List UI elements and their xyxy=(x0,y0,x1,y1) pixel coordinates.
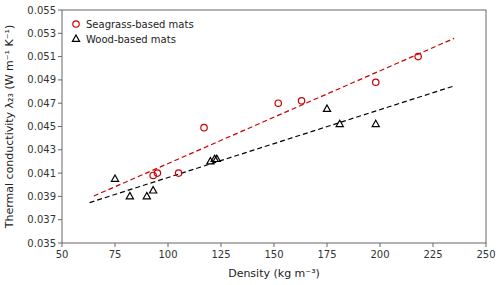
y-tick-label: 0.055 xyxy=(27,5,56,16)
y-tick xyxy=(58,196,62,197)
axes: 50 75 100 125 150 175 200 225 250 0.035 0.037 0.039… xyxy=(27,5,495,261)
x-tick-label: 250 xyxy=(476,249,495,260)
scatter-point xyxy=(201,124,207,130)
scatter-point xyxy=(111,175,118,181)
scatter-point xyxy=(323,105,330,111)
y-tick xyxy=(58,103,62,104)
y-tick-label: 0.041 xyxy=(27,168,56,179)
trend-line xyxy=(94,38,454,196)
legend: Seagrass-based mats Wood-based mats xyxy=(72,19,193,45)
x-tick-label: 100 xyxy=(158,249,177,260)
y-tick-label: 0.037 xyxy=(27,214,56,225)
legend-label: Seagrass-based mats xyxy=(86,19,194,30)
scatter-point xyxy=(336,120,343,126)
y-tick-label: 0.045 xyxy=(27,121,56,132)
y-tick xyxy=(58,243,62,244)
legend-symbol xyxy=(73,21,79,27)
y-tick xyxy=(58,173,62,174)
scatter-point xyxy=(213,155,220,161)
x-tick-label: 125 xyxy=(211,249,230,260)
y-tick xyxy=(58,126,62,127)
x-tick xyxy=(62,243,63,247)
x-tick xyxy=(168,243,169,247)
legend-symbol xyxy=(72,35,79,41)
x-tick-label: 50 xyxy=(56,249,69,260)
x-tick xyxy=(115,243,116,247)
y-tick-label: 0.049 xyxy=(27,74,56,85)
scatter-point xyxy=(150,187,157,193)
y-tick xyxy=(58,10,62,11)
scatter-point xyxy=(275,100,281,106)
x-tick-label: 225 xyxy=(423,249,442,260)
x-tick-label: 175 xyxy=(317,249,336,260)
y-tick-label: 0.035 xyxy=(27,238,56,249)
y-tick-label: 0.051 xyxy=(27,51,56,62)
chart: 50 75 100 125 150 175 200 225 250 0.035 0.037 0.039… xyxy=(0,0,500,285)
scatter-point xyxy=(415,53,421,59)
scatter-point xyxy=(175,170,181,176)
x-tick xyxy=(433,243,434,247)
scatter-point xyxy=(126,192,133,198)
y-tick xyxy=(58,33,62,34)
x-tick xyxy=(486,243,487,247)
scatter-point xyxy=(154,170,160,176)
x-tick xyxy=(380,243,381,247)
y-tick-label: 0.039 xyxy=(27,191,56,202)
x-axis-label: Density (kg m⁻³) xyxy=(228,267,320,280)
y-axis-label: Thermal conductivity λ₂₃ (W m⁻¹ K⁻¹) xyxy=(3,25,16,229)
trend-line xyxy=(90,86,455,203)
x-tick xyxy=(274,243,275,247)
y-tick xyxy=(58,149,62,150)
scatter-point xyxy=(372,120,379,126)
plot-area xyxy=(90,38,455,202)
x-tick xyxy=(221,243,222,247)
y-tick xyxy=(58,56,62,57)
y-tick-label: 0.043 xyxy=(27,144,56,155)
x-tick xyxy=(327,243,328,247)
y-tick-label: 0.053 xyxy=(27,28,56,39)
scatter-point xyxy=(298,98,304,104)
y-tick xyxy=(58,79,62,80)
y-tick xyxy=(58,219,62,220)
x-tick-label: 75 xyxy=(109,249,122,260)
x-tick-label: 150 xyxy=(264,249,283,260)
scatter-point xyxy=(373,79,379,85)
x-tick-label: 200 xyxy=(370,249,389,260)
plot-frame xyxy=(62,10,486,243)
legend-label: Wood-based mats xyxy=(86,34,176,45)
y-tick-label: 0.047 xyxy=(27,98,56,109)
